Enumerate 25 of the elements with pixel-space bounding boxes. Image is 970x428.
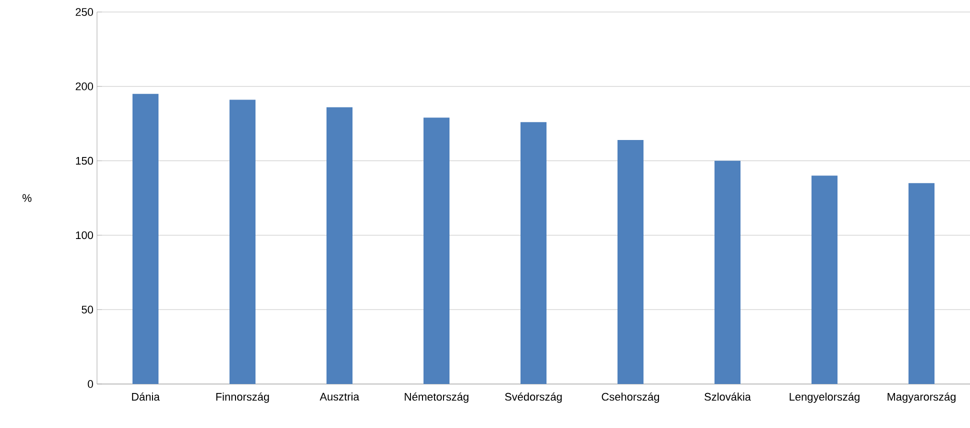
bar (230, 100, 256, 384)
y-tick-label: 0 (88, 380, 94, 388)
x-tick-label: Svédország (505, 392, 562, 403)
x-tick-label: Dánia (132, 392, 160, 401)
y-tick-label: 200 (76, 82, 94, 90)
bar (618, 140, 644, 384)
y-axis-title: % (22, 194, 32, 202)
x-tick-label: Szlovákia (704, 392, 751, 401)
bar (908, 183, 935, 384)
x-tick-label: Lengyelország (790, 392, 860, 403)
x-tick-label: Ausztria (320, 392, 360, 401)
y-tick-label: 150 (76, 156, 94, 165)
bar (132, 94, 158, 384)
bar (714, 160, 741, 384)
x-tick-label: Németország (404, 392, 468, 403)
bar (520, 122, 547, 384)
bar (424, 118, 450, 384)
bar (326, 107, 353, 384)
bar (812, 176, 838, 384)
y-tick-label: 250 (76, 8, 94, 16)
x-tick-label: Csehország (602, 392, 660, 403)
y-tick-label: 50 (82, 306, 94, 314)
x-tick-label: Finnország (216, 392, 269, 403)
x-tick-label: Magyarország (888, 392, 956, 403)
y-tick-label: 100 (76, 231, 94, 240)
